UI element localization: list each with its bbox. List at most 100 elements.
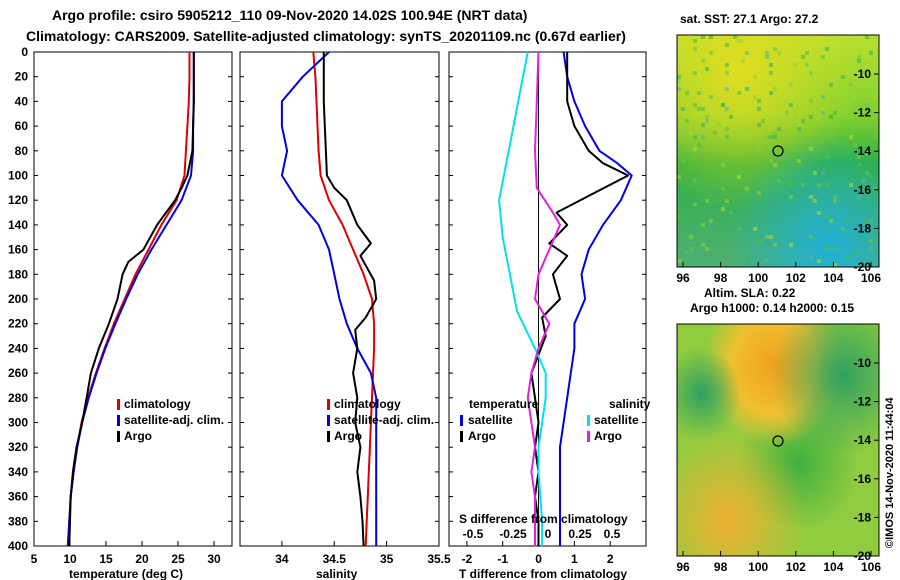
salinity-legend: climatology satellite-adj. clim. Argo [327, 397, 434, 443]
lon-tick-label: 102 [786, 560, 806, 574]
lat-tick-label: -10 [854, 67, 872, 81]
lat-tick-label: -18 [854, 510, 872, 524]
lat-tick-label: -16 [854, 472, 872, 486]
legend-title-salinity: salinity [609, 397, 651, 411]
depth-tick-label: 240 [8, 341, 28, 355]
lon-tick-label: 106 [861, 271, 881, 285]
series-line-satellite-adj-clim- [280, 51, 378, 546]
s-difference-ticks: -0.5 -0.25 0 0.25 0.5 [463, 527, 621, 541]
argo-location-marker [772, 435, 784, 447]
legend-swatch-satellite [117, 415, 120, 426]
x-tick-label: 35.5 [427, 552, 451, 566]
sla-map-axes: 96 98 100 102 104 106 -10 -12 -14 -16 -18 -20 [676, 356, 881, 574]
depth-tick-label: 0 [21, 45, 28, 59]
temperature-legend: climatology satellite-adj. clim. Argo [117, 397, 224, 443]
x-tick-label: 10 [63, 552, 77, 566]
lon-tick-label: 106 [861, 560, 881, 574]
s-difference-axis-label: S difference from climatology [459, 512, 628, 526]
sla-map-subtitle: Argo h1000: 0.14 h2000: 0.15 [690, 301, 854, 315]
lon-tick-label: 98 [714, 271, 728, 285]
legend-label-satellite: satellite-adj. clim. [124, 413, 224, 427]
depth-tick-label: 340 [8, 465, 28, 479]
lon-tick-label: 100 [748, 271, 768, 285]
salinity-axis-label: salinity [316, 567, 358, 580]
legend-label-argo: Argo [334, 429, 362, 443]
legend-label-climatology: climatology [334, 397, 401, 411]
depth-tick-label: 80 [15, 144, 29, 158]
x-tick-label: 20 [135, 552, 149, 566]
depth-tick-label: 180 [8, 267, 28, 281]
legend-label-climatology: climatology [124, 397, 191, 411]
series-line-temperature-argo [530, 52, 630, 546]
lon-tick-label: 96 [676, 271, 690, 285]
depth-tick-label: 40 [15, 94, 29, 108]
sst-map-title: sat. SST: 27.1 Argo: 27.2 [680, 12, 819, 26]
depth-tick-label: 260 [8, 366, 28, 380]
lat-tick-label: -20 [854, 260, 872, 274]
difference-panel: -2 -1 0 1 2 [448, 51, 647, 566]
legend-swatch-argo [327, 431, 330, 442]
depth-tick-label: 280 [8, 391, 28, 405]
figure-title-line2: Climatology: CARS2009. Satellite-adjuste… [26, 28, 626, 44]
depth-tick-label: 20 [15, 70, 29, 84]
temperature-axis-label: temperature (deg C) [69, 567, 183, 580]
figure-title-line1: Argo profile: csiro 5905212_110 09-Nov-2… [52, 7, 527, 23]
legend-label-sal-argo: Argo [594, 429, 622, 443]
x-tick-label: 34.5 [323, 552, 347, 566]
legend-swatch-sal-argo [587, 431, 590, 442]
s-diff-tick-label: 0.5 [604, 527, 621, 541]
series-line-salinity-argo [526, 51, 561, 546]
depth-tick-label: 140 [8, 218, 28, 232]
lat-tick-label: -14 [854, 433, 872, 447]
depth-tick-label: 400 [8, 539, 28, 553]
series-line-argo [68, 52, 195, 547]
depth-tick-label: 300 [8, 416, 28, 430]
x-tick-label: 2 [607, 552, 614, 566]
depth-tick-label: 320 [8, 440, 28, 454]
x-tick-label: 15 [99, 552, 113, 566]
lon-tick-label: 102 [786, 271, 806, 285]
lat-tick-label: -12 [854, 395, 872, 409]
legend-swatch-sal-satellite [587, 415, 590, 426]
legend-swatch-argo [117, 431, 120, 442]
series-line-temperature-satellite [559, 51, 633, 546]
lat-tick-label: -16 [854, 183, 872, 197]
depth-tick-label: 120 [8, 193, 28, 207]
sst-map: sat. SST: 27.1 Argo: 27.2 96 98 100 102 104 1… [676, 12, 881, 285]
imos-credit: ©IMOS 14-Nov-2020 11:44:04 [884, 397, 896, 548]
sla-map: Altim. SLA: 0.22 Argo h1000: 0.14 h2000:… [676, 286, 881, 574]
lat-tick-label: -12 [854, 106, 872, 120]
legend-label-argo: Argo [124, 429, 152, 443]
x-tick-label: 1 [571, 552, 578, 566]
depth-tick-label: 160 [8, 243, 28, 257]
x-tick-label: 25 [171, 552, 185, 566]
legend-label-temp-argo: Argo [468, 429, 496, 443]
x-tick-label: -2 [462, 552, 473, 566]
legend-swatch-climatology [117, 399, 120, 410]
s-diff-tick-label: 0 [545, 527, 552, 541]
x-tick-label: 34 [275, 552, 289, 566]
lat-tick-label: -20 [854, 549, 872, 563]
legend-label-sal-satellite: satellite [594, 413, 639, 427]
lat-tick-label: -18 [854, 221, 872, 235]
argo-location-marker [772, 145, 784, 157]
lon-tick-label: 96 [676, 560, 690, 574]
series-line-argo [322, 52, 378, 547]
t-difference-axis-label: T difference from climatology [459, 567, 627, 580]
lon-tick-label: 98 [714, 560, 728, 574]
x-tick-label: 30 [207, 552, 221, 566]
salinity-panel: 34 34.5 35 35.5 [239, 51, 451, 566]
difference-legend: temperature salinity satellite Argo sate… [460, 397, 651, 443]
x-tick-label: -1 [497, 552, 508, 566]
legend-label-satellite: satellite-adj. clim. [334, 413, 434, 427]
depth-tick-label: 220 [8, 317, 28, 331]
depth-tick-label: 380 [8, 514, 28, 528]
legend-swatch-climatology [327, 399, 330, 410]
lon-tick-label: 104 [823, 271, 843, 285]
depth-axis: 0 20 40 60 80 100 120 140 160 180 200 220 240 260 280 3… [8, 45, 28, 553]
lat-tick-label: -10 [854, 356, 872, 370]
temperature-panel: 5 10 15 20 25 30 [31, 51, 233, 566]
depth-tick-label: 200 [8, 292, 28, 306]
